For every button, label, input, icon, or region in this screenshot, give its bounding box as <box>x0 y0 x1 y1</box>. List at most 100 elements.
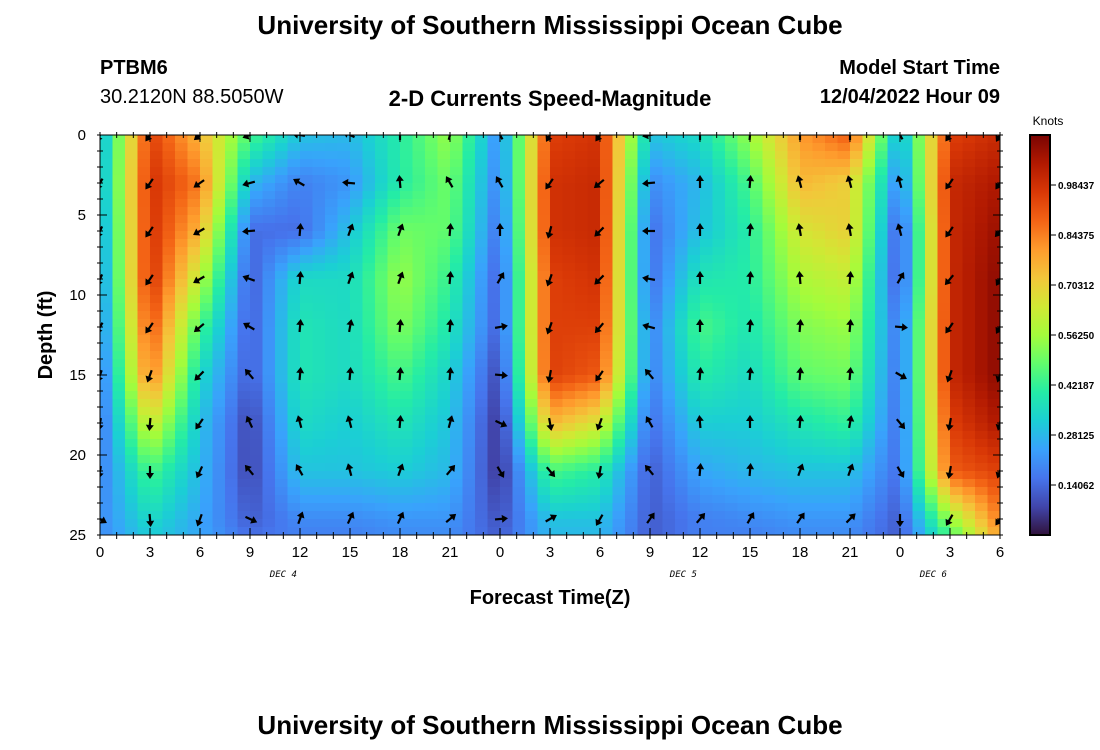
heatmap-cell <box>337 231 351 240</box>
heatmap-cell <box>250 327 264 336</box>
current-arrow <box>146 513 155 527</box>
heatmap-cell <box>312 423 326 432</box>
heatmap-cell <box>212 503 226 512</box>
heatmap-cell <box>275 239 289 248</box>
heatmap-cell <box>650 167 664 176</box>
heatmap-cell <box>612 303 626 312</box>
heatmap-cell <box>450 415 464 424</box>
heatmap-cell <box>275 159 289 168</box>
heatmap-cell <box>950 343 964 352</box>
heatmap-cell <box>975 191 989 200</box>
heatmap-cell <box>425 439 439 448</box>
heatmap-cell <box>937 407 951 416</box>
heatmap-cell <box>262 151 276 160</box>
heatmap-cell <box>475 231 489 240</box>
heatmap-cell <box>325 447 339 456</box>
heatmap-cell <box>900 479 914 488</box>
heatmap-cell <box>312 207 326 216</box>
heatmap-cell <box>687 167 701 176</box>
heatmap-cell <box>662 247 676 256</box>
heatmap-cell <box>612 415 626 424</box>
x-tick-label: 0 <box>496 544 504 561</box>
heatmap-cell <box>575 399 589 408</box>
heatmap-cell <box>900 527 914 535</box>
heatmap-cell <box>675 183 689 192</box>
heatmap-cell <box>750 191 764 200</box>
heatmap-cell <box>575 519 589 528</box>
heatmap-cell <box>662 415 676 424</box>
heatmap-cell <box>262 327 276 336</box>
heatmap-cell <box>762 183 776 192</box>
heatmap-cell <box>662 455 676 464</box>
heatmap-cell <box>437 511 451 520</box>
heatmap-cell <box>550 383 564 392</box>
heatmap-cell <box>700 231 714 240</box>
heatmap-cell <box>575 383 589 392</box>
heatmap-cell <box>637 519 651 528</box>
heatmap-cell <box>550 319 564 328</box>
heatmap-cell <box>300 247 314 256</box>
heatmap-cell <box>112 175 126 184</box>
heatmap-cell <box>437 231 451 240</box>
heatmap-cell <box>175 335 189 344</box>
heatmap-cell <box>400 327 414 336</box>
heatmap-cell <box>412 471 426 480</box>
heatmap-cell <box>112 231 126 240</box>
heatmap-cell <box>862 287 876 296</box>
heatmap-cell <box>775 359 789 368</box>
heatmap-cell <box>937 335 951 344</box>
heatmap-cell <box>887 295 901 304</box>
heatmap-cell <box>850 303 864 312</box>
heatmap-cell <box>987 263 1000 272</box>
heatmap-cell <box>737 375 751 384</box>
heatmap-cell <box>512 415 526 424</box>
heatmap-cell <box>650 447 664 456</box>
current-arrow <box>595 514 604 526</box>
heatmap-cell <box>487 255 501 264</box>
heatmap-cell <box>562 351 576 360</box>
current-arrow <box>396 271 405 285</box>
heatmap-cell <box>950 415 964 424</box>
heatmap-cell <box>250 151 264 160</box>
heatmap-cell <box>375 479 389 488</box>
heatmap-cell <box>312 495 326 504</box>
current-arrow <box>896 466 905 478</box>
heatmap-cell <box>450 263 464 272</box>
heatmap-cell <box>562 279 576 288</box>
heatmap-cell <box>375 455 389 464</box>
heatmap-cell <box>437 407 451 416</box>
heatmap-cell <box>662 143 676 152</box>
heatmap-cell <box>912 303 926 312</box>
current-arrow <box>595 370 604 382</box>
heatmap-cell <box>125 415 139 424</box>
heatmap-cell <box>475 215 489 224</box>
current-arrow <box>296 223 305 237</box>
heatmap-cell <box>812 287 826 296</box>
heatmap-cell <box>225 367 239 376</box>
heatmap-cell <box>900 263 914 272</box>
heatmap-cell <box>887 287 901 296</box>
heatmap-cell <box>225 335 239 344</box>
heatmap-cell <box>262 471 276 480</box>
heatmap-cell <box>325 391 339 400</box>
heatmap-cell <box>637 431 651 440</box>
heatmap-cell <box>187 511 201 520</box>
heatmap-cell <box>137 167 151 176</box>
heatmap-cell <box>837 487 851 496</box>
heatmap-cell <box>337 263 351 272</box>
heatmap-cell <box>162 391 176 400</box>
heatmap-cell <box>400 215 414 224</box>
heatmap-cell <box>262 375 276 384</box>
heatmap-cell <box>587 183 601 192</box>
heatmap-cell <box>637 199 651 208</box>
heatmap-cell <box>250 407 264 416</box>
heatmap-cell <box>787 231 801 240</box>
heatmap-cell <box>762 295 776 304</box>
heatmap-cell <box>850 527 864 535</box>
heatmap-cell <box>325 183 339 192</box>
heatmap-cell <box>262 391 276 400</box>
heatmap-cell <box>175 439 189 448</box>
heatmap-cell <box>137 223 151 232</box>
heatmap-cell <box>512 319 526 328</box>
heatmap-cell <box>937 375 951 384</box>
